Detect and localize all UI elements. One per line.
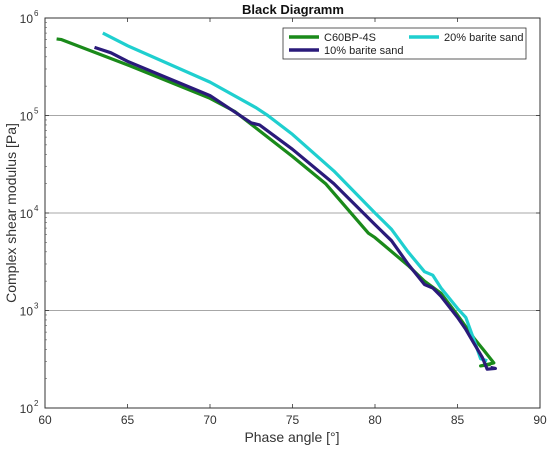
y-tick-base: 10 — [20, 12, 34, 26]
y-tick-label: 10 4 — [20, 204, 39, 221]
legend-label-2: 10% barite sand — [324, 45, 404, 57]
y-tick-exponent: 4 — [34, 204, 39, 213]
y-tick-base: 10 — [20, 402, 34, 416]
legend-label-1: 20% barite sand — [444, 32, 524, 44]
y-axis-label: Complex shear modulus [Pa] — [3, 123, 19, 303]
series-lines — [56, 31, 497, 371]
x-axis-label: Phase angle [°] — [244, 429, 339, 445]
x-tick-label: 85 — [451, 413, 465, 427]
y-tick-base: 10 — [20, 305, 34, 319]
series-line-1 — [102, 31, 488, 363]
chart-title: Black Diagramm — [242, 2, 344, 17]
legend-label-0: C60BP-4S — [324, 32, 376, 44]
x-tick-label: 90 — [533, 413, 547, 427]
y-tick-exponent: 3 — [34, 302, 39, 311]
x-tick-label: 60 — [38, 413, 52, 427]
y-tick-label: 10 6 — [20, 9, 39, 26]
legend: C60BP-4S 20% barite sand 10% barite sand — [282, 27, 527, 60]
y-tick-label: 10 3 — [20, 302, 39, 319]
x-tick-label: 65 — [121, 413, 135, 427]
y-tick-base: 10 — [20, 110, 34, 124]
grid-lines — [45, 115, 540, 311]
y-tick-exponent: 2 — [34, 399, 39, 408]
x-tick-label: 80 — [368, 413, 382, 427]
series-line-0 — [56, 37, 496, 368]
legend-box — [282, 27, 527, 60]
y-tick-exponent: 6 — [34, 9, 39, 18]
y-tick-label: 10 2 — [20, 399, 39, 416]
y-tick-exponent: 5 — [34, 107, 39, 116]
x-tick-label: 75 — [286, 413, 300, 427]
x-tick-label: 70 — [203, 413, 217, 427]
series-line-2 — [94, 45, 497, 371]
y-tick-label: 10 5 — [20, 107, 39, 124]
y-tick-base: 10 — [20, 207, 34, 221]
